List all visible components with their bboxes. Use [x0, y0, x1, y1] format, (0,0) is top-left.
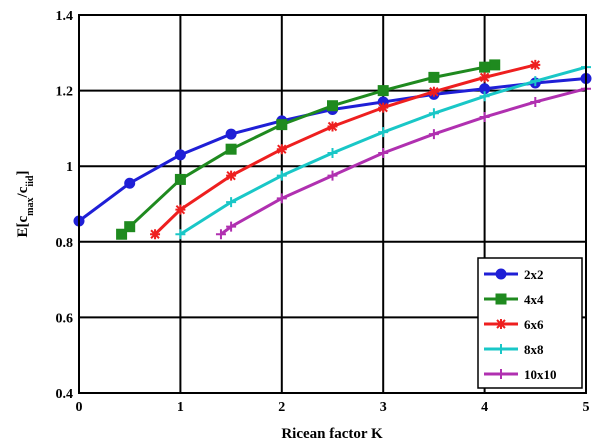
data-point: [276, 144, 287, 155]
data-point: [428, 86, 439, 97]
data-point: [327, 147, 338, 158]
data-point: [175, 229, 186, 240]
legend: 2x2 4x4 6x6 8x8 10x10: [477, 257, 583, 389]
series-line: [120, 63, 496, 236]
x-tick-label: 4: [481, 400, 488, 415]
y-axis-title-part: /c: [15, 186, 31, 198]
series-4x4: [116, 59, 501, 240]
y-axis-title-part: ]: [15, 171, 31, 176]
data-point: [530, 96, 541, 107]
x-tick-label: 5: [583, 400, 590, 415]
x-tick-label: 3: [380, 400, 387, 415]
data-point: [225, 143, 237, 155]
y-tick-label: 0.8: [56, 236, 74, 251]
data-point: [428, 108, 439, 119]
data-point: [226, 221, 237, 232]
plot-frame: [78, 14, 587, 394]
data-point: [226, 197, 237, 208]
legend-item: 10x10: [484, 367, 557, 382]
y-tick-label: 1: [66, 160, 73, 175]
x-tick-label: 2: [278, 400, 285, 415]
data-point: [327, 121, 338, 132]
series-8x8: [175, 62, 591, 240]
data-point: [276, 193, 287, 204]
legend-item: 2x2: [484, 267, 544, 282]
data-point: [215, 229, 226, 240]
y-axis-title-subscript: max: [25, 197, 36, 215]
legend-items: 2x2 4x4 6x6 8x8 10x10: [484, 267, 557, 382]
data-point: [479, 112, 490, 123]
tick-labels: 0 1 2 3 4 5 0.4 0.6 0.8 1 1.2 1.4: [56, 9, 590, 415]
data-point: [124, 221, 136, 233]
data-point: [479, 91, 490, 102]
legend-label: 2x2: [524, 267, 544, 282]
data-point: [428, 71, 440, 83]
legend-item: 6x6: [484, 317, 544, 332]
legend-marker: [496, 369, 506, 379]
series-10x10: [215, 83, 591, 240]
y-tick-label: 1.4: [56, 9, 74, 24]
legend-item: 4x4: [484, 292, 544, 307]
y-axis-title: E[cmax/ciid]: [15, 171, 36, 238]
data-point: [124, 177, 136, 189]
series-line: [220, 87, 587, 236]
data-point: [327, 170, 338, 181]
legend-marker: [495, 268, 507, 280]
data-point: [174, 149, 186, 161]
data-point: [377, 85, 389, 97]
data-point: [150, 229, 161, 240]
data-point: [530, 76, 541, 87]
legend-label: 4x4: [524, 292, 544, 307]
legend-label: 10x10: [524, 367, 557, 382]
legend-marker: [495, 293, 507, 305]
series-layer: [73, 59, 592, 240]
legend-label: 6x6: [524, 317, 544, 332]
y-tick-label: 1.2: [56, 85, 74, 100]
data-point: [479, 61, 491, 73]
data-point: [378, 147, 389, 158]
legend-label: 8x8: [524, 342, 544, 357]
data-point: [378, 127, 389, 138]
data-point: [225, 128, 237, 140]
data-point: [489, 59, 501, 71]
data-point: [479, 72, 490, 83]
y-tick-label: 0.6: [56, 311, 74, 326]
y-tick-label: 0.4: [56, 387, 74, 402]
y-axis-title-subscript: iid: [25, 175, 36, 187]
data-point: [226, 170, 237, 181]
legend-marker: [496, 319, 506, 329]
data-point: [174, 173, 186, 185]
legend-marker: [496, 344, 506, 354]
data-point: [378, 102, 389, 113]
data-point: [428, 129, 439, 140]
x-axis-title: Ricean factor K: [281, 426, 383, 441]
data-point: [530, 59, 541, 70]
data-point: [276, 170, 287, 181]
data-point: [327, 100, 338, 112]
data-point: [276, 119, 288, 131]
x-tick-label: 1: [177, 400, 184, 415]
series-6x6: [150, 59, 541, 240]
data-point: [116, 228, 128, 240]
data-point: [175, 204, 186, 215]
y-axis-title-part: E[c: [15, 215, 31, 237]
legend-item: 8x8: [484, 342, 544, 357]
x-tick-label: 0: [76, 400, 83, 415]
